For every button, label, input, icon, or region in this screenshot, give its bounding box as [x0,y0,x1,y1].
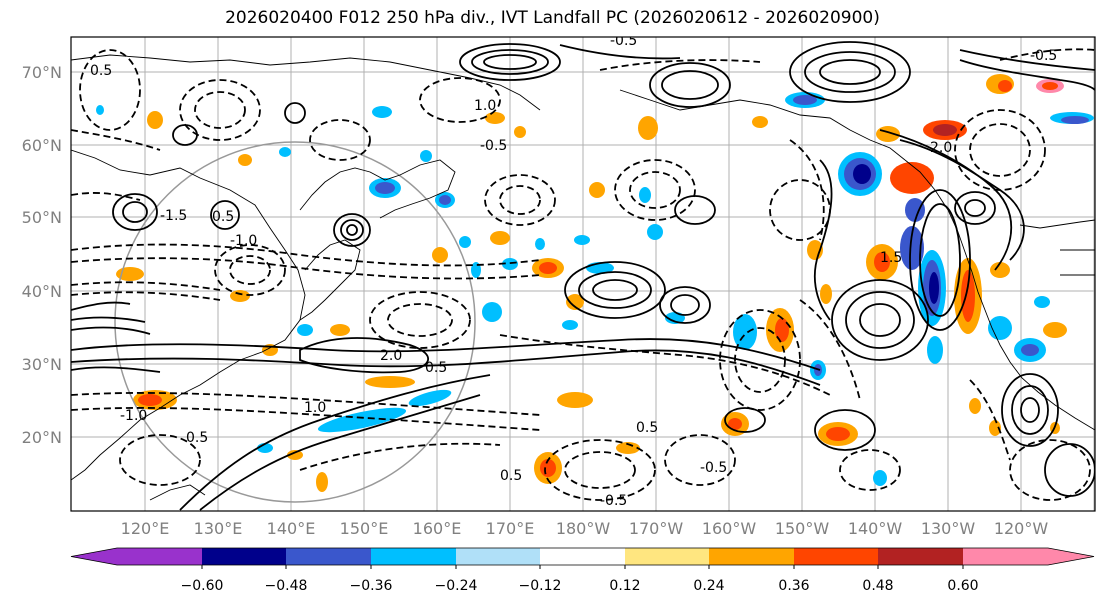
contour-label: 1.5 [880,250,902,266]
colorbar-tick-label: 0.36 [778,578,809,594]
lon-label: 160°E [413,519,462,538]
contour-label: 1.0 [474,98,496,114]
coastlines [71,54,1095,501]
contour-label: -0.5 [600,493,627,509]
colorbar [70,547,1095,569]
colorbar-tick-label: 0.12 [609,578,640,594]
contour-labels: 0.5 -0.5 1.0 -1.0 1.5 2.0 -1.5 0.5 -0.5 … [90,33,1057,509]
lat-label-20n: 20°N [22,428,62,447]
range-circle [114,141,476,503]
lat-label-40n: 40°N [22,282,62,301]
contour-label: -0.5 [700,460,727,476]
longitude-labels: 120°E 130°E 140°E 150°E 160°E 170°E 180°… [121,519,1049,538]
colorbar-segment [456,548,540,565]
lon-label: 170°E [486,519,535,538]
colorbar-tick-label: −0.60 [181,578,224,594]
lon-label: 130°W [921,519,976,538]
contour-label: 1.0 [304,400,326,416]
colorbar-segment [878,548,963,565]
contour-label: -1.0 [120,408,147,424]
contour-label: -1.5 [160,208,187,224]
lon-label: 140°E [267,519,316,538]
colorbar-tick-label: 0.24 [693,578,724,594]
lon-label: 140°W [848,519,903,538]
lon-label: 130°E [194,519,243,538]
negative-contours [71,48,1095,501]
lon-label: 180°W [556,519,611,538]
colorbar-tick-label: −0.24 [435,578,478,594]
contour-label: 0.5 [90,63,112,79]
contour-label: -0.5 [610,33,637,49]
lon-label: 120°W [994,519,1049,538]
lon-label: 150°E [340,519,389,538]
colorbar-tick-label: −0.48 [265,578,308,594]
contour-label: -0.5 [1030,48,1057,64]
contour-label: -0.5 [480,138,507,154]
colorbar-segment [286,548,371,565]
chart-title: 2026020400 F012 250 hPa div., IVT Landfa… [225,8,880,28]
lat-label-30n: 30°N [22,355,62,374]
colorbar-segment [540,548,625,565]
colorbar-segment [371,548,456,565]
colorbar-segment [202,548,286,565]
contour-label: 2.0 [380,348,402,364]
colorbar-segment [117,548,202,565]
colorbar-tick-labels: −0.60 −0.48 −0.36 −0.24 −0.12 0.12 0.24 … [181,578,979,594]
colorbar-tick-label: 0.60 [947,578,978,594]
colorbar-segment [625,548,709,565]
contour-label: -1.0 [230,233,257,249]
divergence-shading [96,74,1094,492]
contour-label: 0.5 [425,360,447,376]
positive-contours [71,41,1095,511]
contour-label: 0.5 [636,420,658,436]
colorbar-tick-label: 0.48 [862,578,893,594]
colorbar-tick-label: −0.36 [350,578,393,594]
lat-label-70n: 70°N [22,63,62,82]
lon-label: 150°W [775,519,830,538]
lon-label: 170°W [629,519,684,538]
colorbar-segment [709,548,794,565]
lon-label: 120°E [121,519,170,538]
contour-label: 2.0 [930,140,952,156]
colorbar-extend-max [1048,548,1094,565]
lat-label-50n: 50°N [22,208,62,227]
colorbar-segment [963,548,1048,565]
contour-label: 0.5 [186,430,208,446]
colorbar-tick-label: −0.12 [519,578,562,594]
contour-label: 0.5 [500,468,522,484]
colorbar-extend-min [71,548,117,565]
map-border [70,36,1096,512]
lon-label: 160°W [702,519,757,538]
colorbar-segment [794,548,878,565]
lat-label-60n: 60°N [22,136,62,155]
colorbar-outline [70,547,1095,566]
latitude-labels: 70°N 60°N 50°N 40°N 30°N 20°N [22,63,62,447]
contour-label: 0.5 [212,209,234,225]
